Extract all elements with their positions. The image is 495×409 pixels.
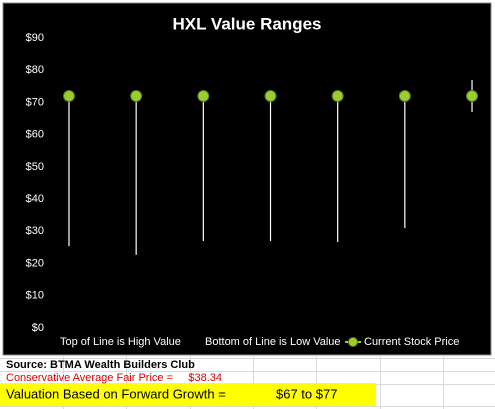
price-marker xyxy=(466,90,479,102)
fair-price: $38.34 xyxy=(188,372,222,384)
fair-price-label: Conservative Average Fair Price = xyxy=(6,372,173,384)
y-tick-label: $0 xyxy=(32,322,44,334)
plot: $0 $10 $20 $30 $40 $50 $60 $70 $80 $90 Top of Line… xyxy=(26,32,479,348)
source: Source: BTMA Wealth Builders Club xyxy=(6,359,195,371)
y-tick-label: $70 xyxy=(26,96,44,108)
y-tick-label: $80 xyxy=(26,64,44,76)
price-marker xyxy=(348,337,358,347)
valuation: $67 to $77 xyxy=(276,386,337,401)
legend-label: Bottom of Line is Low Value xyxy=(205,336,341,348)
y-tick-label: $50 xyxy=(26,161,44,173)
chart-title: HXL Value Ranges xyxy=(173,14,322,33)
y-tick-label: $20 xyxy=(26,257,44,269)
price-marker xyxy=(331,90,344,102)
highlight xyxy=(0,383,376,406)
price-marker xyxy=(63,90,75,102)
chart-area xyxy=(2,2,492,356)
legend-label: Current Stock Price xyxy=(364,336,459,348)
price-marker xyxy=(197,90,210,102)
price-marker xyxy=(130,90,143,102)
y-tick-label: $10 xyxy=(26,290,44,302)
legend-label: Top of Line is High Value xyxy=(60,336,181,348)
valuation-label: Valuation Based on Forward Growth = xyxy=(6,386,226,401)
y-tick-label: $30 xyxy=(26,225,44,237)
price-marker xyxy=(264,90,277,102)
price-marker xyxy=(398,90,411,102)
y-tick-label: $40 xyxy=(26,193,44,205)
y-tick-label: $90 xyxy=(26,32,44,44)
y-tick-label: $60 xyxy=(26,129,44,141)
